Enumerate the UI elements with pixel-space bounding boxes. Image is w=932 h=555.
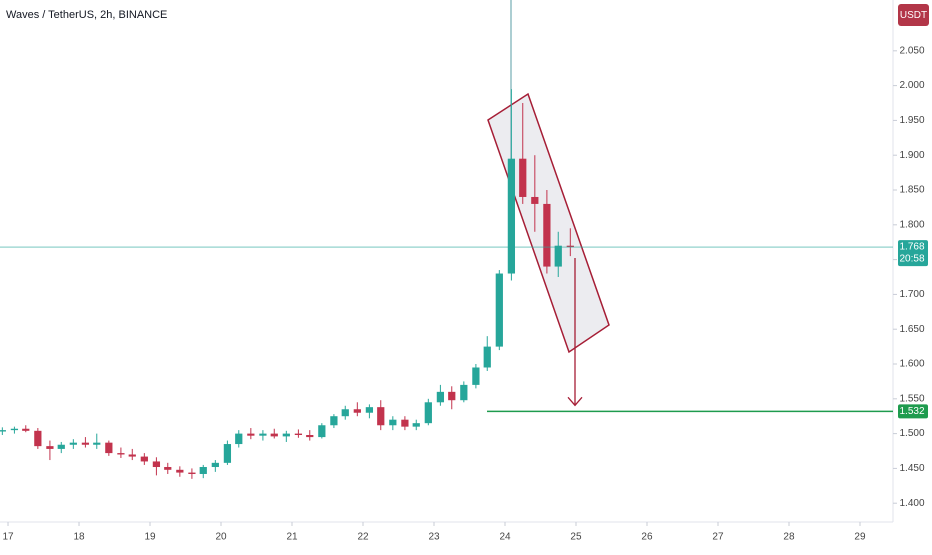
candle-body bbox=[81, 442, 90, 445]
x-tick-label: 22 bbox=[357, 532, 369, 543]
candle-body bbox=[247, 433, 255, 436]
candle-body bbox=[436, 391, 445, 403]
candle-body bbox=[566, 245, 574, 248]
candle-body bbox=[306, 435, 314, 438]
y-tick-label: 1.550 bbox=[899, 393, 924, 404]
x-tick-label: 29 bbox=[854, 532, 866, 543]
candle-body bbox=[69, 442, 77, 445]
candle-body bbox=[57, 444, 65, 449]
y-tick-label: 1.650 bbox=[899, 324, 924, 335]
candle-body bbox=[34, 430, 42, 447]
target-label: 1.532 bbox=[899, 406, 924, 417]
chart-title: Waves / TetherUS, 2h, BINANCE bbox=[6, 9, 167, 21]
y-tick-label: 1.800 bbox=[899, 219, 924, 230]
candle-body bbox=[235, 433, 243, 445]
candle-body bbox=[164, 467, 172, 470]
candle-body bbox=[377, 407, 385, 426]
last-price-box bbox=[898, 240, 928, 267]
x-tick-label: 28 bbox=[783, 532, 795, 543]
target-box bbox=[898, 404, 928, 419]
candle-body bbox=[176, 469, 184, 473]
candle-body bbox=[211, 462, 219, 468]
y-tick-label: 1.450 bbox=[899, 463, 924, 474]
candle-body bbox=[223, 444, 232, 463]
x-tick-label: 24 bbox=[499, 532, 511, 543]
candle-body bbox=[543, 203, 551, 267]
candle-body bbox=[318, 425, 326, 438]
y-tick-label: 1.850 bbox=[899, 185, 924, 196]
candle-body bbox=[412, 423, 420, 427]
countdown-label: 20:58 bbox=[899, 254, 924, 265]
candle-body bbox=[46, 446, 54, 449]
candle-body bbox=[424, 402, 432, 424]
candle-body bbox=[140, 456, 148, 462]
candle-body bbox=[365, 407, 374, 413]
candle-body bbox=[270, 433, 278, 437]
candle-body bbox=[519, 158, 527, 197]
candle-body bbox=[483, 346, 491, 368]
y-tick-label: 1.600 bbox=[899, 359, 924, 370]
candle-body bbox=[401, 419, 409, 427]
candle-body bbox=[554, 245, 562, 267]
candle-body bbox=[128, 454, 136, 457]
candle-body bbox=[10, 428, 19, 431]
currency-button[interactable]: USDT bbox=[898, 4, 929, 26]
x-tick-label: 23 bbox=[428, 532, 440, 543]
candle-body bbox=[353, 409, 361, 413]
candle-body bbox=[152, 461, 161, 468]
x-tick-label: 27 bbox=[712, 532, 724, 543]
candle-body bbox=[472, 367, 480, 385]
y-tick-label: 1.700 bbox=[899, 289, 924, 300]
y-tick-label: 1.900 bbox=[899, 150, 924, 161]
arrow-head bbox=[567, 396, 583, 407]
candle-body bbox=[330, 416, 338, 426]
candle-body bbox=[22, 428, 30, 431]
x-tick-label: 20 bbox=[215, 532, 227, 543]
candle-body bbox=[259, 433, 267, 436]
y-tick-label: 1.400 bbox=[899, 498, 924, 509]
x-tick-label: 25 bbox=[570, 532, 582, 543]
currency-label[interactable]: USDT bbox=[900, 10, 927, 21]
candle-body bbox=[341, 409, 349, 417]
y-tick-label: 1.500 bbox=[899, 428, 924, 439]
x-tick-label: 21 bbox=[286, 532, 298, 543]
x-tick-label: 26 bbox=[641, 532, 653, 543]
x-tick-label: 19 bbox=[144, 532, 156, 543]
y-tick-label: 2.000 bbox=[899, 80, 924, 91]
currency-button-bg[interactable] bbox=[898, 4, 929, 26]
candle-body bbox=[460, 384, 468, 401]
candle-body bbox=[282, 433, 290, 437]
candle-body bbox=[389, 419, 397, 426]
candle-body bbox=[117, 453, 125, 455]
candle-body bbox=[188, 472, 196, 474]
candle-body bbox=[448, 391, 456, 401]
x-tick-label: 17 bbox=[2, 532, 14, 543]
y-tick-label: 1.950 bbox=[899, 115, 924, 126]
y-tick-label: 2.050 bbox=[899, 45, 924, 56]
last-price-label: 1.768 bbox=[899, 242, 924, 253]
candle-body bbox=[294, 433, 303, 435]
candle-body bbox=[199, 467, 207, 474]
candle-body bbox=[507, 158, 516, 274]
candle-body bbox=[105, 442, 113, 454]
x-tick-label: 18 bbox=[73, 532, 85, 543]
candle-body bbox=[93, 442, 101, 445]
candle-body bbox=[495, 273, 503, 347]
candle-body bbox=[531, 196, 539, 204]
candle-body bbox=[0, 430, 6, 432]
